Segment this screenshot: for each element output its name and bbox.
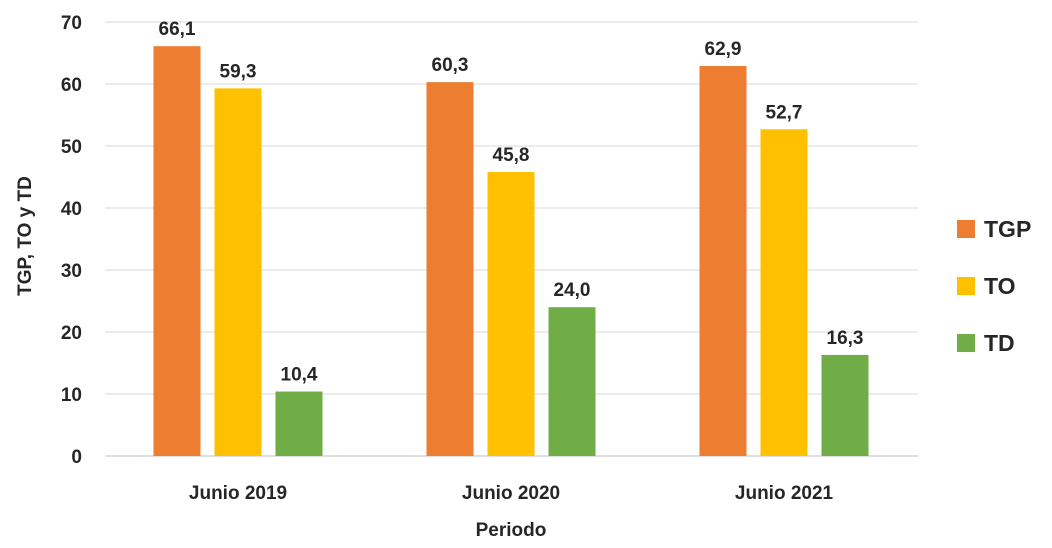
y-tick-label: 40	[61, 199, 82, 220]
data-labels: 66,1 59,3 10,4 60,3 45,8 24,0 62,9 52,7 16,3	[159, 19, 864, 385]
y-tick-label: 30	[61, 261, 82, 282]
data-label: 45,8	[493, 145, 530, 166]
y-tick-label: 10	[61, 385, 82, 406]
bar-td	[821, 354, 869, 456]
x-axis-title: Periodo	[476, 520, 547, 541]
legend-label-tgp: TGP	[984, 216, 1031, 242]
data-label: 52,7	[766, 102, 803, 123]
y-tick-label: 70	[61, 13, 82, 34]
legend-swatch-to	[957, 277, 975, 295]
data-label: 59,3	[220, 61, 257, 82]
x-category-label: Junio 2020	[462, 483, 560, 504]
data-label: 16,3	[827, 328, 864, 349]
x-category-label: Junio 2021	[735, 483, 834, 504]
y-tick-label: 50	[61, 137, 82, 158]
bar-td	[275, 391, 323, 456]
bar-td	[548, 307, 596, 456]
data-label: 66,1	[159, 19, 196, 40]
legend-swatch-td	[957, 334, 975, 352]
x-category-label: Junio 2019	[189, 483, 287, 504]
y-tick-label: 60	[61, 75, 82, 96]
x-axis-categories: Junio 2019 Junio 2020 Junio 2021	[189, 483, 834, 504]
bars	[153, 46, 869, 457]
bar-to	[487, 172, 535, 457]
y-axis-ticks: 0 10 20 30 40 50 60 70	[61, 13, 82, 468]
y-tick-label: 0	[71, 447, 82, 468]
bar-tgp	[426, 82, 474, 456]
y-axis-title: TGP, TO y TD	[15, 176, 36, 296]
bar-tgp	[153, 46, 201, 457]
bar-tgp	[699, 66, 747, 457]
legend-swatch-tgp	[957, 220, 975, 238]
legend-label-td: TD	[984, 330, 1015, 356]
data-label: 62,9	[705, 39, 742, 60]
data-label: 24,0	[554, 280, 591, 301]
legend-label-to: TO	[984, 273, 1016, 299]
bar-to	[760, 129, 808, 456]
data-label: 60,3	[432, 55, 469, 76]
bar-to	[214, 88, 262, 456]
legend: TGP TO TD	[957, 216, 1031, 356]
data-label: 10,4	[281, 365, 318, 386]
y-tick-label: 20	[61, 323, 82, 344]
